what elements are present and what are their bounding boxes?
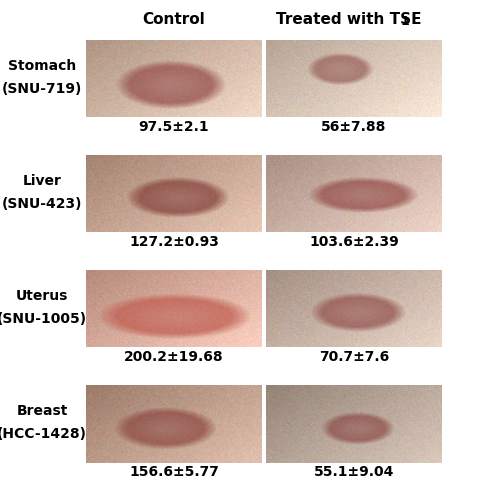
Text: 97.5±2.1: 97.5±2.1 — [139, 120, 209, 134]
Text: Control: Control — [143, 12, 205, 28]
Text: Liver: Liver — [23, 174, 61, 188]
Text: (SNU-423): (SNU-423) — [2, 196, 82, 211]
Text: 103.6±2.39: 103.6±2.39 — [309, 235, 399, 249]
Text: 70.7±7.6: 70.7±7.6 — [319, 350, 389, 364]
Text: 200.2±19.68: 200.2±19.68 — [124, 350, 224, 364]
Text: (HCC-1428): (HCC-1428) — [0, 427, 87, 441]
Text: 1: 1 — [401, 15, 410, 28]
Text: Stomach: Stomach — [8, 59, 76, 73]
Text: (SNU-719): (SNU-719) — [2, 82, 82, 96]
Text: Treated with TSE: Treated with TSE — [276, 12, 422, 28]
Text: Uterus: Uterus — [16, 289, 68, 303]
Text: (SNU-1005): (SNU-1005) — [0, 312, 87, 326]
Text: 55.1±9.04: 55.1±9.04 — [314, 465, 394, 479]
Text: 56±7.88: 56±7.88 — [321, 120, 387, 134]
Text: Breast: Breast — [16, 404, 68, 418]
Text: 156.6±5.77: 156.6±5.77 — [129, 465, 219, 479]
Text: 127.2±0.93: 127.2±0.93 — [129, 235, 219, 249]
